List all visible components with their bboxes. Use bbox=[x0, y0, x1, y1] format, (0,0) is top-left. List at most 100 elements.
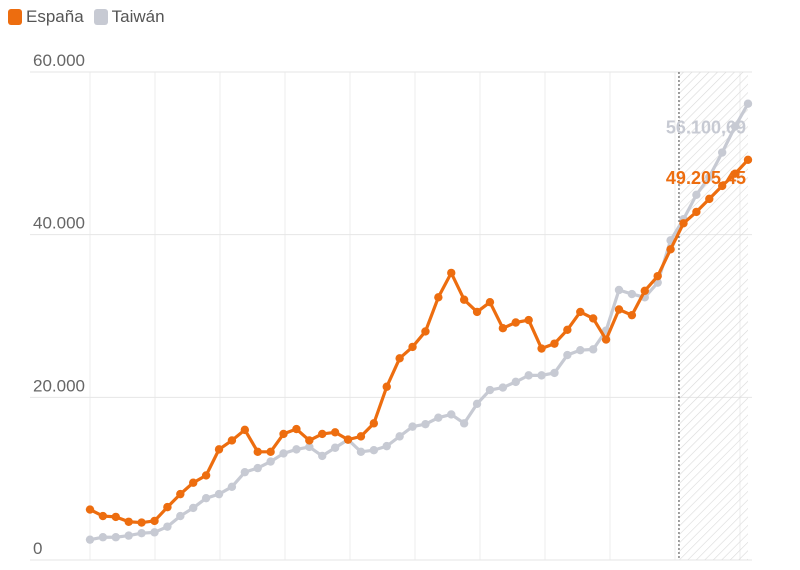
data-point-espana bbox=[705, 194, 714, 204]
data-point-espana bbox=[524, 315, 533, 325]
data-point-taiwan bbox=[485, 385, 495, 395]
forecast-region bbox=[678, 72, 748, 560]
data-point-espana bbox=[601, 335, 611, 344]
data-point-taiwan bbox=[472, 399, 482, 409]
data-point-taiwan bbox=[408, 422, 417, 431]
data-point-espana bbox=[627, 310, 637, 320]
data-point-espana bbox=[111, 512, 121, 522]
data-point-taiwan bbox=[743, 99, 753, 108]
data-point-espana bbox=[563, 325, 572, 335]
legend: España Taiwán bbox=[8, 7, 165, 27]
data-point-taiwan bbox=[395, 432, 404, 441]
y-tick-label: 20.000 bbox=[33, 376, 85, 395]
y-tick-label: 0 bbox=[33, 539, 42, 558]
data-point-espana bbox=[266, 447, 275, 457]
legend-label-taiwan: Taiwán bbox=[111, 7, 165, 26]
legend-item-taiwan[interactable]: Taiwán bbox=[93, 7, 165, 27]
data-point-taiwan bbox=[214, 489, 224, 499]
data-point-espana bbox=[201, 471, 211, 480]
data-point-espana bbox=[98, 511, 108, 521]
data-point-taiwan bbox=[318, 451, 327, 461]
data-point-espana bbox=[356, 432, 366, 441]
data-point-taiwan bbox=[614, 285, 624, 295]
data-point-taiwan bbox=[692, 190, 701, 200]
data-point-espana bbox=[717, 181, 727, 191]
data-point-espana bbox=[614, 305, 624, 314]
legend-item-espana[interactable]: España bbox=[8, 7, 84, 27]
data-point-espana bbox=[653, 271, 662, 281]
data-point-taiwan bbox=[98, 533, 108, 542]
data-point-taiwan bbox=[369, 446, 379, 455]
data-point-taiwan bbox=[356, 447, 366, 457]
data-point-taiwan bbox=[201, 493, 211, 503]
data-point-espana bbox=[163, 502, 172, 512]
data-point-taiwan bbox=[511, 377, 520, 387]
data-point-taiwan bbox=[150, 528, 159, 537]
data-point-espana bbox=[137, 518, 146, 527]
data-point-taiwan bbox=[163, 522, 172, 531]
y-tick-label: 40.000 bbox=[33, 214, 85, 233]
data-point-espana bbox=[743, 155, 753, 164]
data-point-taiwan bbox=[124, 531, 133, 540]
data-point-taiwan bbox=[305, 442, 314, 452]
data-point-taiwan bbox=[550, 368, 559, 378]
y-tick-label: 60.000 bbox=[33, 51, 85, 70]
data-point-taiwan bbox=[498, 383, 508, 392]
data-point-espana bbox=[666, 245, 675, 254]
legend-swatch-espana bbox=[8, 9, 22, 25]
data-point-taiwan bbox=[330, 443, 340, 452]
data-point-taiwan bbox=[279, 449, 288, 458]
data-point-taiwan bbox=[447, 410, 456, 419]
data-point-espana bbox=[395, 354, 404, 363]
data-point-espana bbox=[576, 307, 585, 317]
data-point-espana bbox=[679, 219, 688, 228]
series-line-taiwan bbox=[89, 102, 750, 542]
data-point-espana bbox=[240, 425, 250, 435]
data-point-espana bbox=[472, 307, 482, 317]
data-point-espana bbox=[408, 342, 417, 352]
series-line-espana bbox=[89, 158, 750, 525]
data-point-taiwan bbox=[189, 503, 198, 513]
data-point-taiwan bbox=[292, 445, 301, 454]
data-point-taiwan bbox=[85, 535, 95, 544]
data-point-espana bbox=[176, 489, 185, 499]
data-point-taiwan bbox=[111, 533, 121, 542]
data-point-taiwan bbox=[627, 289, 637, 299]
data-point-taiwan bbox=[266, 457, 275, 466]
data-point-espana bbox=[537, 344, 546, 353]
data-point-taiwan bbox=[705, 172, 714, 182]
data-point-espana bbox=[485, 297, 495, 307]
data-point-taiwan bbox=[459, 419, 469, 428]
legend-label-espana: España bbox=[26, 7, 84, 26]
data-point-espana bbox=[447, 268, 456, 278]
data-point-espana bbox=[150, 516, 159, 526]
data-point-taiwan bbox=[227, 482, 237, 491]
data-point-taiwan bbox=[563, 350, 572, 360]
data-point-espana bbox=[459, 295, 469, 304]
data-point-espana bbox=[498, 324, 508, 333]
data-point-espana bbox=[692, 207, 701, 217]
data-point-taiwan bbox=[524, 371, 533, 380]
data-point-espana bbox=[369, 419, 379, 428]
data-point-espana bbox=[421, 327, 430, 336]
data-point-espana bbox=[292, 424, 301, 434]
data-point-espana bbox=[214, 445, 224, 454]
data-point-espana bbox=[279, 429, 288, 439]
data-point-espana bbox=[227, 436, 237, 445]
data-point-taiwan bbox=[253, 463, 262, 473]
data-point-espana bbox=[330, 428, 340, 437]
data-point-espana bbox=[730, 169, 740, 178]
data-point-espana bbox=[382, 382, 391, 391]
data-point-taiwan bbox=[137, 528, 146, 538]
data-point-taiwan bbox=[434, 413, 443, 422]
data-point-espana bbox=[305, 436, 314, 445]
data-point-espana bbox=[640, 286, 649, 295]
data-point-espana bbox=[85, 505, 95, 514]
data-point-espana bbox=[124, 517, 133, 526]
data-point-taiwan bbox=[730, 122, 740, 131]
data-point-taiwan bbox=[576, 345, 585, 355]
data-point-taiwan bbox=[537, 371, 546, 380]
data-point-espana bbox=[588, 314, 598, 323]
data-point-taiwan bbox=[176, 511, 185, 521]
